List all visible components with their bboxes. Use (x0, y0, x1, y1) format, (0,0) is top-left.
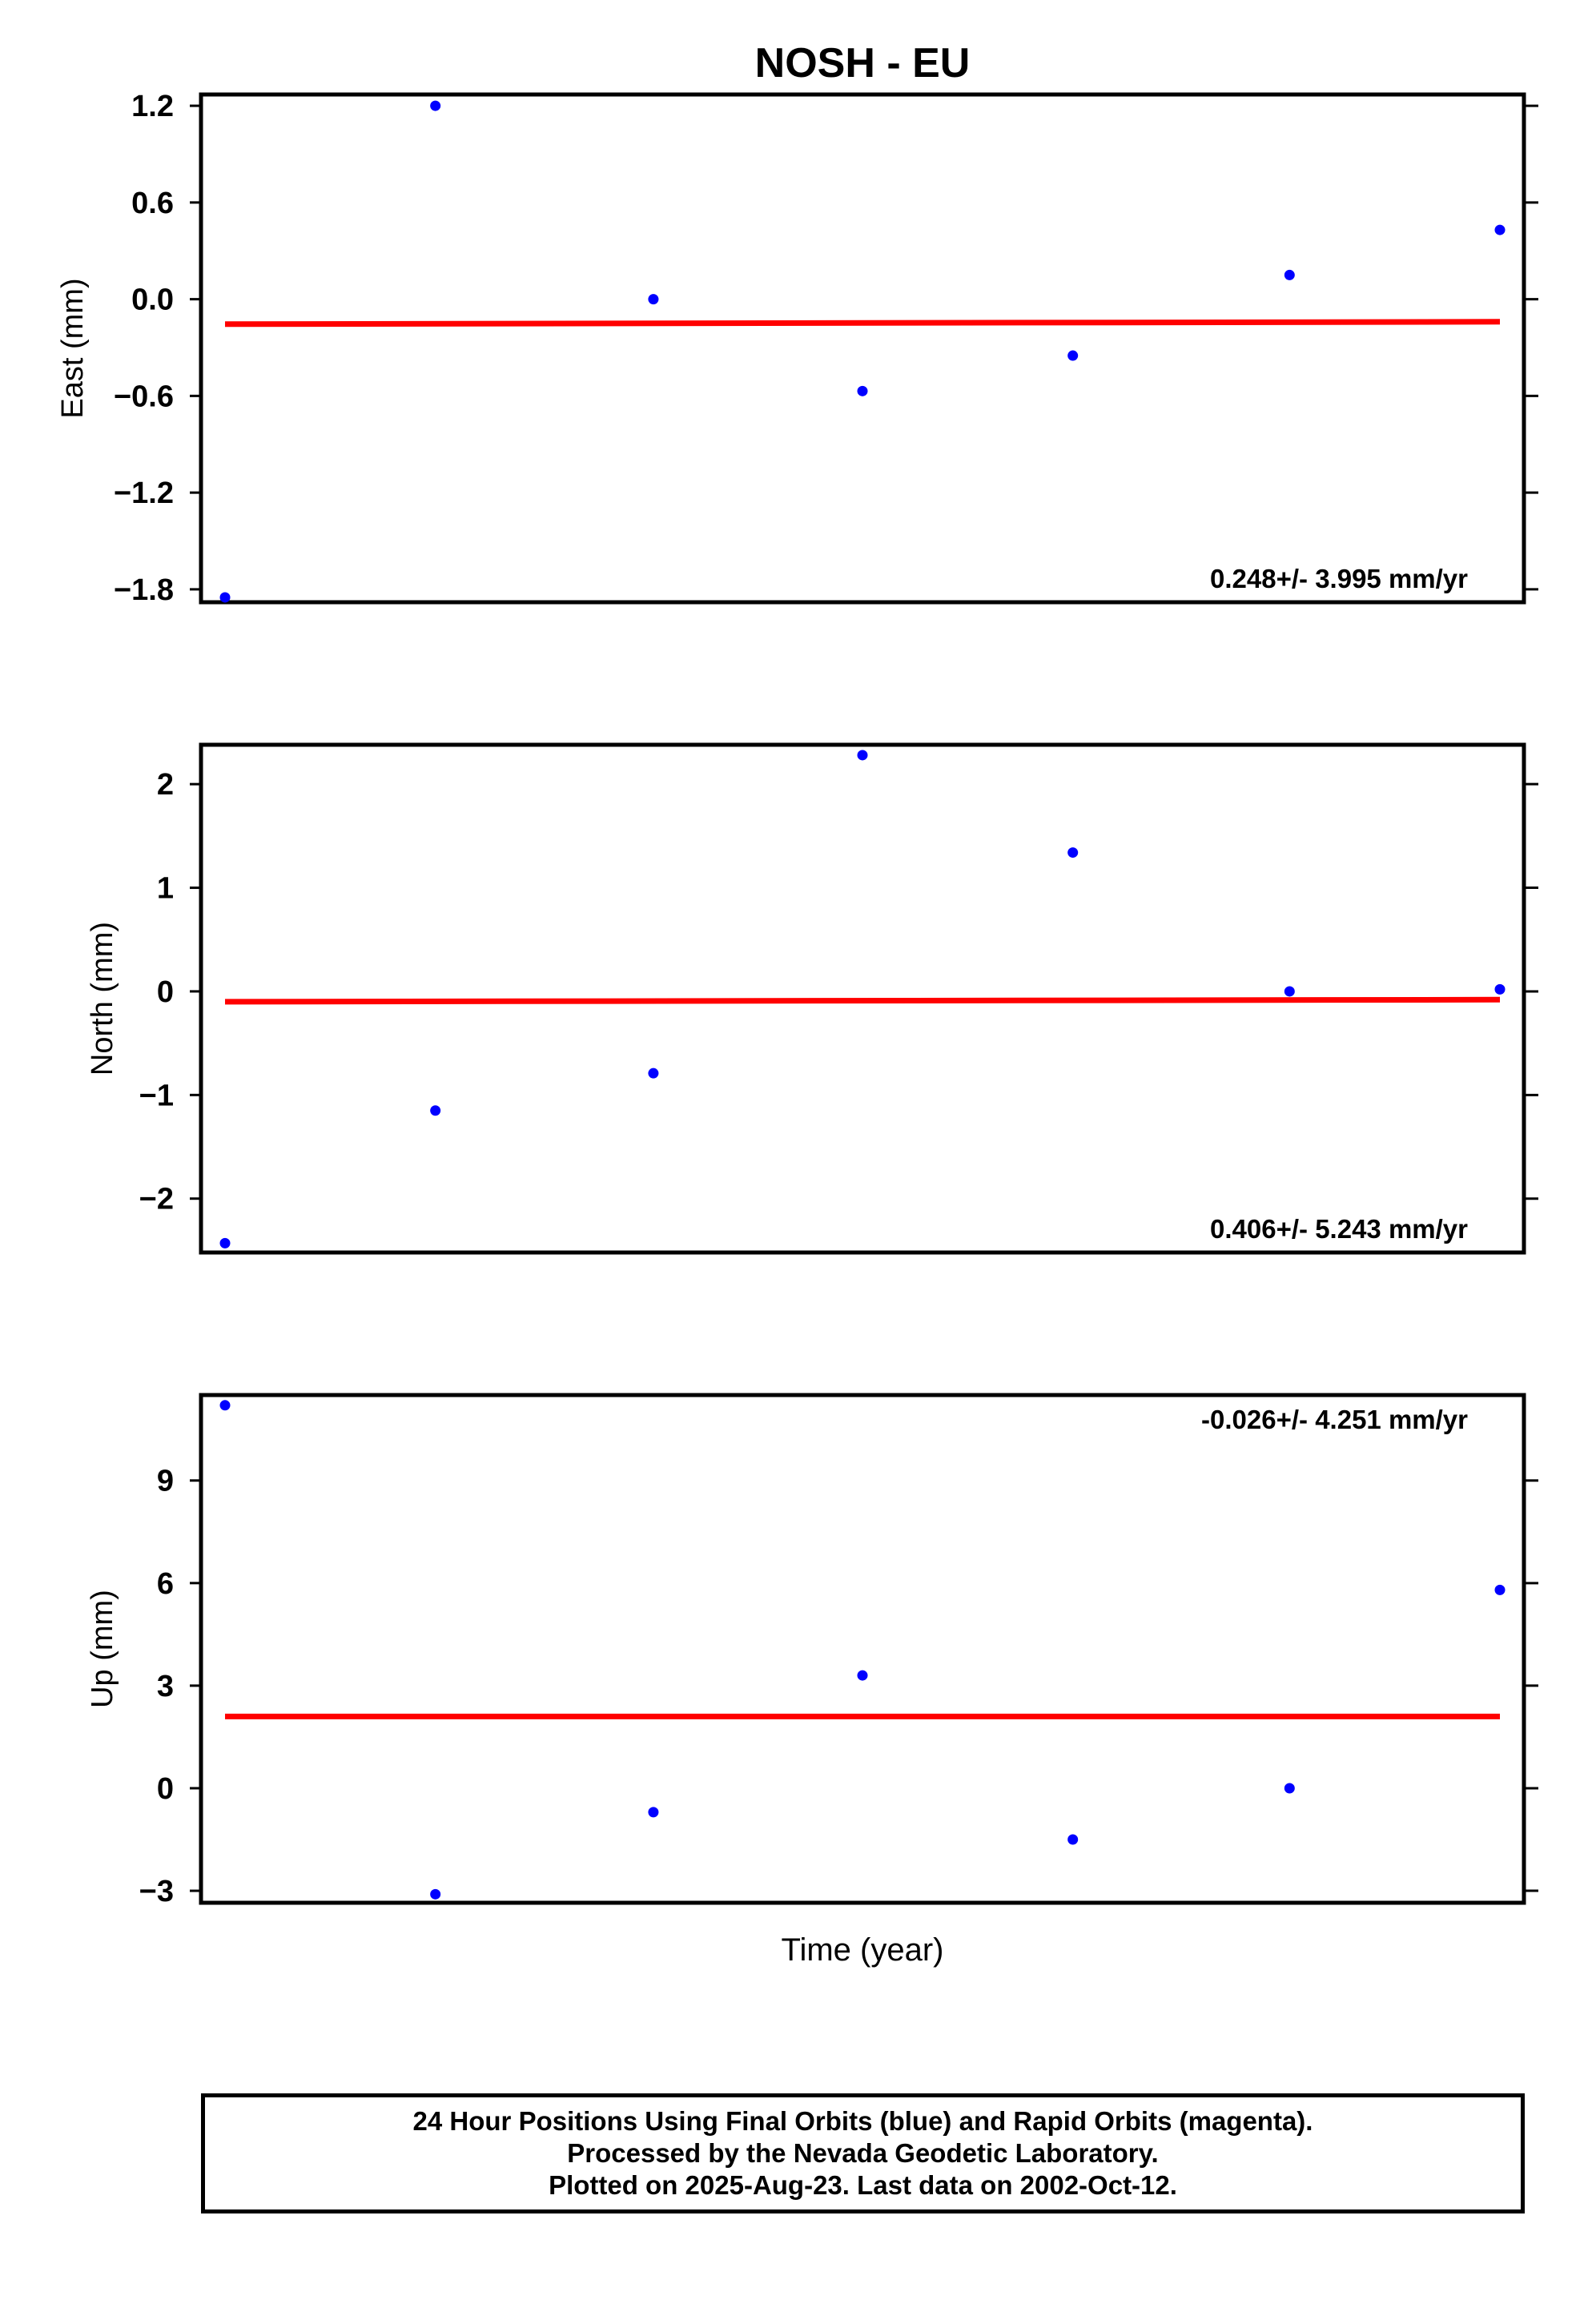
y-tick-label: 0 (157, 1772, 174, 1806)
data-point (1284, 269, 1295, 280)
plot-frame-2 (199, 742, 1526, 1255)
data-point (430, 100, 441, 111)
y-tick-label: 0 (157, 975, 174, 1009)
data-point (857, 385, 868, 396)
y-axis-label: Up (mm) (86, 1590, 119, 1708)
rate-label: 0.406+/- 5.243 mm/yr (1210, 1214, 1468, 1244)
data-point (1494, 1584, 1506, 1595)
trend-line (224, 319, 1501, 328)
data-point (1067, 350, 1079, 361)
rate-label: -0.026+/- 4.251 mm/yr (1201, 1405, 1468, 1434)
y-tick-label: 2 (157, 768, 174, 802)
data-point (1284, 986, 1295, 997)
caption-line-2: Processed by the Nevada Geodetic Laborat… (567, 2138, 1159, 2168)
plot-frame-3 (199, 1393, 1526, 1905)
data-point (857, 750, 868, 761)
rate-label: 0.248+/- 3.995 mm/yr (1210, 564, 1468, 593)
data-point (857, 1670, 868, 1681)
data-point (1067, 1834, 1079, 1845)
y-tick-label: −2 (139, 1183, 174, 1216)
y-axis-label: North (mm) (86, 922, 119, 1076)
data-point (1284, 1783, 1295, 1794)
y-tick-label: −1.2 (114, 476, 174, 510)
data-point (648, 1807, 659, 1818)
y-tick-label: −1 (139, 1079, 174, 1112)
y-tick-label: 3 (157, 1670, 174, 1703)
y-tick-label: −3 (139, 1875, 174, 1908)
chart-title: NOSH - EU (755, 40, 971, 86)
data-point (1494, 224, 1506, 235)
y-tick-label: −1.8 (114, 573, 174, 607)
y-tick-label: 0.0 (131, 283, 174, 317)
y-tick-label: 1.2 (131, 90, 174, 123)
y-tick-label: 9 (157, 1465, 174, 1498)
y-axis-label: East (mm) (56, 278, 90, 418)
y-tick-label: 0.6 (131, 187, 174, 220)
data-point (219, 1400, 231, 1411)
data-point (219, 592, 231, 603)
data-point (1494, 983, 1506, 995)
data-point (1067, 847, 1079, 858)
y-tick-label: 6 (157, 1567, 174, 1601)
data-point (430, 1888, 441, 1900)
data-point (648, 294, 659, 305)
caption-line-3: Plotted on 2025-Aug-23. Last data on 200… (549, 2170, 1177, 2200)
data-point (648, 1068, 659, 1079)
caption-box: 24 Hour Positions Using Final Orbits (bl… (201, 2093, 1525, 2213)
x-axis-label: Time (year) (782, 1932, 944, 1968)
plot-frame-1 (199, 92, 1526, 605)
data-point (219, 1237, 231, 1248)
data-point (430, 1105, 441, 1116)
caption-line-1: 24 Hour Positions Using Final Orbits (bl… (412, 2106, 1313, 2136)
y-tick-label: −0.6 (114, 380, 174, 413)
y-tick-label: 1 (157, 872, 174, 906)
trend-line (224, 996, 1501, 1005)
